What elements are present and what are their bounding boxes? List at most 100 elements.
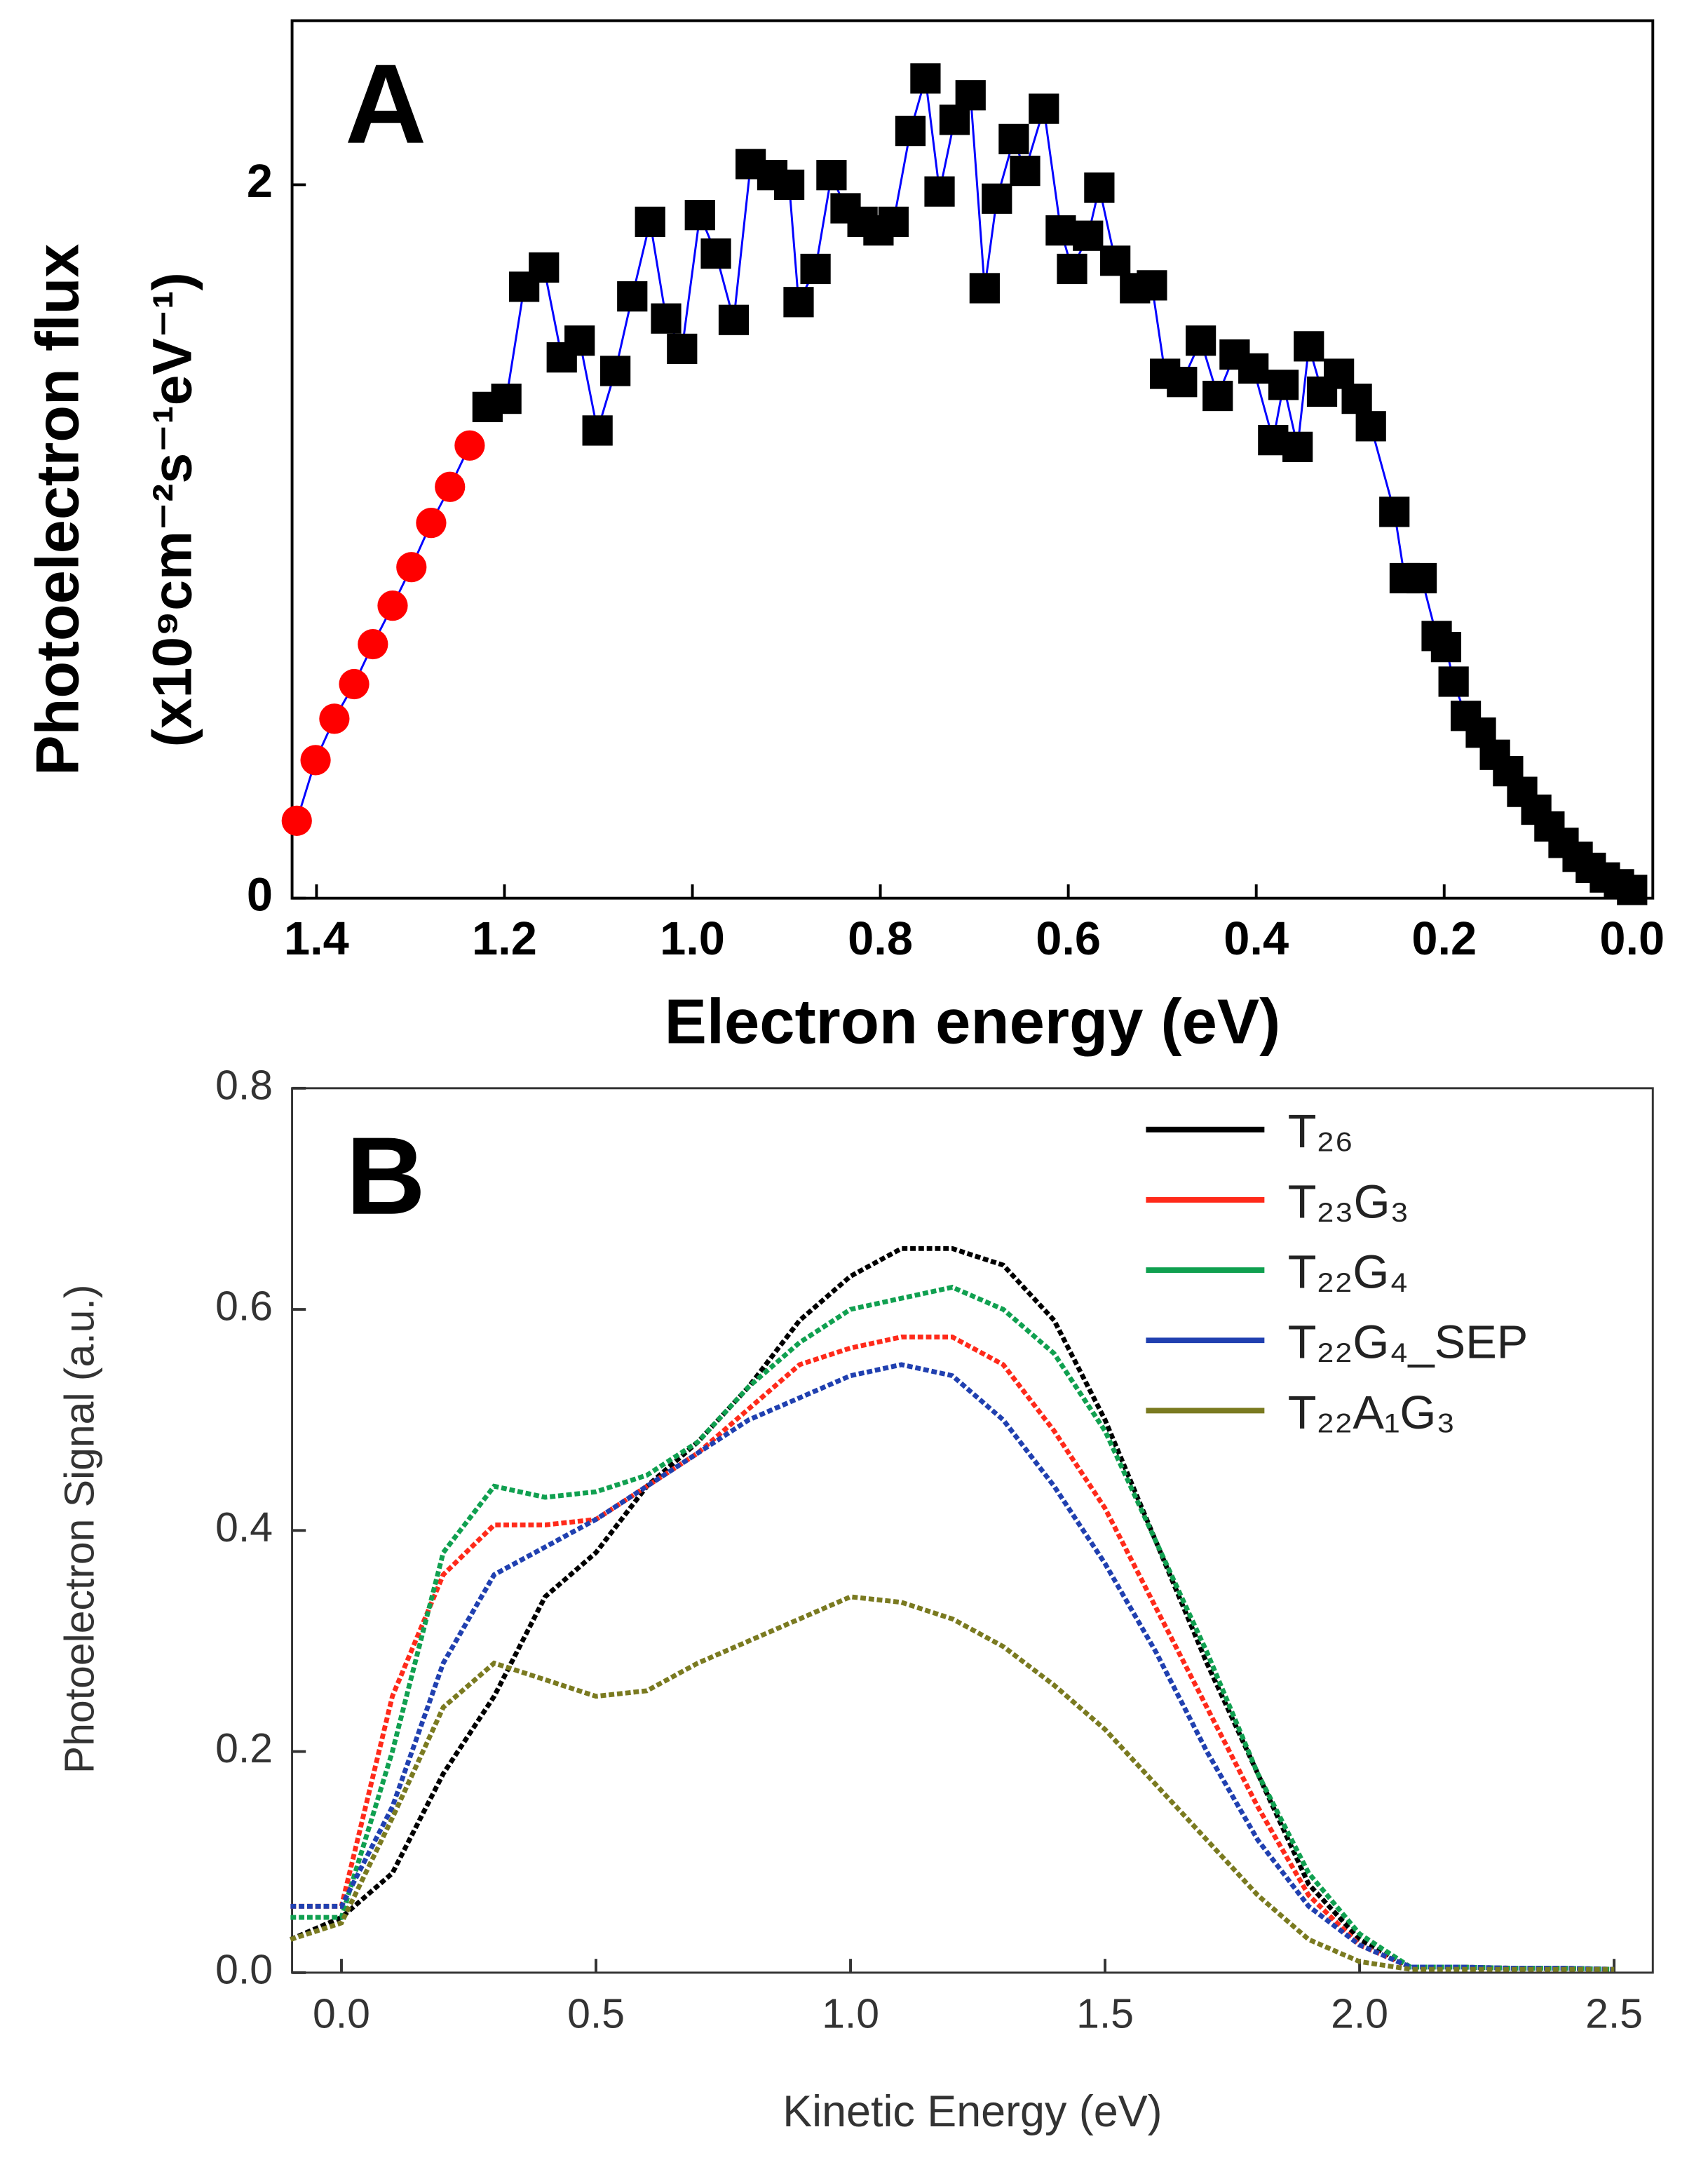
point — [878, 206, 909, 237]
point — [635, 206, 665, 237]
x-tick-label: 1.0 — [660, 913, 725, 965]
point — [1341, 384, 1372, 414]
legend-label: T₂₂G₄ — [1288, 1247, 1409, 1299]
point — [1084, 172, 1115, 203]
point — [1167, 367, 1198, 398]
x-tick-label: 0.0 — [1599, 913, 1665, 965]
point — [416, 508, 447, 539]
plot-frame — [290, 19, 1655, 900]
point — [1355, 411, 1386, 442]
point — [910, 63, 941, 94]
x-tick-label: 0.5 — [567, 1991, 625, 2037]
point — [396, 552, 427, 583]
point — [491, 384, 522, 414]
point — [319, 703, 350, 734]
point — [358, 628, 388, 660]
y-tick-label: 0.4 — [215, 1505, 273, 1551]
connecting-line — [295, 445, 471, 821]
point — [300, 745, 331, 776]
point — [969, 273, 1000, 304]
point — [1430, 632, 1462, 663]
point — [773, 169, 805, 201]
x-tick-label: 2.5 — [1585, 1991, 1643, 2037]
point — [582, 415, 613, 446]
point — [1045, 215, 1076, 246]
series-line — [290, 1284, 1615, 1972]
point — [924, 176, 955, 207]
x-tick-label: 2.0 — [1331, 1991, 1388, 2037]
point — [783, 287, 814, 318]
point — [1294, 331, 1324, 362]
panel-label: A — [345, 41, 426, 168]
x-tick-label: 1.2 — [472, 913, 537, 965]
x-tick-label: 0.6 — [1036, 913, 1101, 965]
series-line — [290, 1362, 1615, 1972]
y-axis-label: Photoelectron Signal (a.u.) — [57, 1285, 103, 1774]
point — [667, 333, 698, 365]
point — [718, 304, 750, 335]
x-tick-label: 0.0 — [313, 1991, 370, 2037]
legend-label: T₂₂A₁G₃ — [1288, 1387, 1456, 1439]
x-tick-label: 1.0 — [822, 1991, 879, 2037]
series-line — [290, 1594, 1615, 1972]
point — [1057, 253, 1087, 285]
y-tick-label: 0.6 — [215, 1284, 273, 1330]
x-axis-label: Electron energy (eV) — [665, 986, 1281, 1057]
point — [435, 471, 466, 502]
point — [816, 160, 847, 191]
point — [1186, 325, 1216, 356]
chart-line: 0.0 0.5 1.0 1.5 2.0 2.5 0.0 0.2 0.4 0.6 0.8 Kinetic… — [57, 1062, 1654, 2136]
plot-frame — [291, 1087, 1654, 1974]
chart-scatter: 1.4 1.2 1.0 0.8 0.6 0.4 0.2 0.0 0 2 Electron energ… — [24, 19, 1665, 1057]
point — [281, 805, 312, 836]
x-tick-label: 0.2 — [1411, 913, 1477, 965]
point — [1029, 93, 1059, 124]
point — [564, 325, 595, 356]
x-tick-label: 0.4 — [1224, 913, 1289, 965]
point — [529, 252, 560, 283]
point — [1202, 380, 1233, 412]
point — [617, 281, 648, 312]
point — [684, 200, 715, 231]
y-axis-label: (x10⁹cm⁻²s⁻¹eV⁻¹) — [141, 272, 203, 747]
connecting-line — [487, 78, 1633, 891]
y-axis-label: Photoelectron flux — [24, 244, 91, 776]
y-tick-label: 0 — [247, 869, 273, 921]
x-tick-label: 0.8 — [848, 913, 913, 965]
point — [982, 183, 1012, 214]
point — [1010, 155, 1041, 187]
legend-label: T₂₂G₄_SEP — [1288, 1317, 1529, 1369]
legend-label: T₂₆ — [1288, 1106, 1354, 1158]
point — [1137, 270, 1167, 301]
point — [1379, 497, 1410, 527]
point — [454, 430, 485, 461]
point — [1406, 562, 1437, 594]
point — [339, 668, 370, 700]
point — [895, 116, 926, 147]
point — [1238, 353, 1269, 384]
point — [1282, 431, 1313, 462]
point — [377, 590, 408, 621]
point — [1100, 245, 1131, 276]
y-tick-label: 0.8 — [215, 1062, 273, 1108]
x-axis-label: Kinetic Energy (eV) — [782, 2087, 1162, 2136]
point — [700, 238, 731, 269]
y-tick-label: 2 — [247, 156, 273, 208]
panel-label: B — [346, 1115, 425, 1238]
point — [1268, 370, 1299, 400]
x-tick-label: 1.5 — [1076, 1991, 1134, 2037]
point — [998, 123, 1029, 154]
x-tick-label: 1.4 — [284, 913, 349, 965]
point — [955, 80, 986, 111]
point — [1073, 220, 1104, 251]
point — [1617, 875, 1648, 905]
point — [800, 253, 831, 285]
legend-label: T₂₃G₃ — [1288, 1176, 1409, 1228]
y-tick-label: 0.0 — [215, 1947, 273, 1992]
point — [651, 303, 682, 334]
point — [1438, 666, 1469, 697]
y-tick-label: 0.2 — [215, 1726, 273, 1771]
point — [600, 356, 631, 386]
